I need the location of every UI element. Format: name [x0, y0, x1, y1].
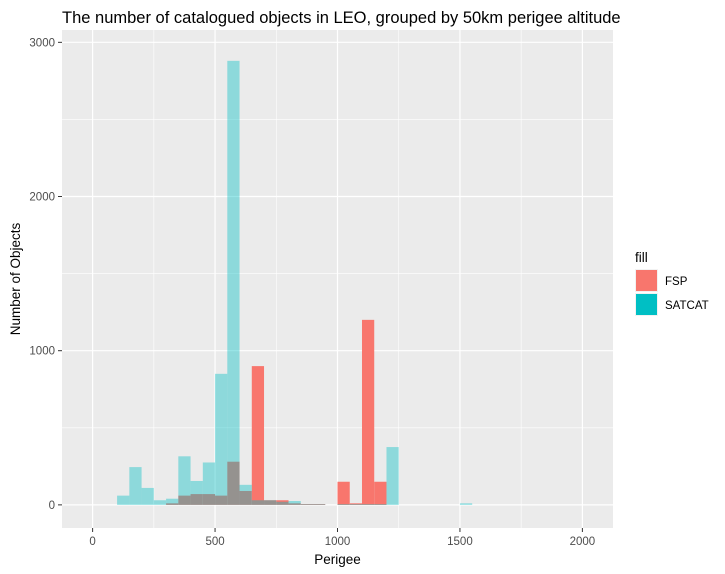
satcat-bar — [178, 456, 191, 505]
satcat-bars — [117, 60, 473, 505]
legend-swatch — [636, 294, 657, 315]
fsp-bar — [374, 481, 387, 505]
satcat-bar — [153, 500, 167, 505]
fsp-bar — [337, 481, 350, 505]
fsp-bar — [227, 461, 240, 505]
legend-label: SATCAT — [665, 300, 709, 312]
x-tick-label: 2000 — [570, 536, 596, 548]
y-tick-label: 2000 — [29, 192, 55, 204]
x-tick-label: 0 — [89, 536, 95, 548]
satcat-bar — [215, 373, 228, 505]
satcat-bar — [202, 462, 216, 505]
legend-swatch — [636, 270, 657, 291]
x-axis: 0 500 1000 1500 2000 — [89, 528, 595, 548]
fsp-bar — [202, 494, 216, 505]
fsp-bar — [313, 504, 326, 505]
satcat-bar — [239, 484, 252, 505]
fsp-bar — [349, 503, 362, 505]
fsp-bar — [276, 500, 289, 505]
satcat-bar — [129, 467, 142, 505]
satcat-bar — [337, 504, 350, 505]
fsp-bar — [251, 366, 265, 505]
satcat-bar — [374, 504, 387, 505]
fsp-bar — [178, 495, 191, 505]
satcat-bar — [313, 504, 326, 505]
x-tick-label: 1000 — [325, 536, 351, 548]
satcat-bar — [349, 504, 362, 505]
satcat-bar — [288, 501, 301, 505]
satcat-bar — [190, 480, 203, 505]
y-tick-label: 1000 — [29, 346, 55, 358]
fsp-bar — [361, 319, 375, 505]
satcat-bar — [117, 495, 130, 505]
legend-title: fill — [635, 250, 648, 265]
x-axis-title: Perigee — [314, 552, 361, 567]
fsp-bar — [239, 490, 252, 505]
y-tick-label: 0 — [49, 500, 55, 512]
satcat-bar — [166, 498, 179, 505]
fsp-bar — [288, 503, 301, 505]
fsp-bar — [264, 500, 277, 505]
chart-title: The number of catalogued objects in LEO,… — [62, 9, 621, 27]
satcat-bar — [386, 447, 399, 505]
fsp-bar — [190, 494, 203, 505]
satcat-bar — [227, 60, 240, 505]
major-gridlines — [62, 30, 613, 528]
y-axis: 0 1000 2000 3000 — [29, 37, 62, 512]
y-tick-label: 3000 — [29, 37, 55, 49]
satcat-bar — [361, 504, 375, 505]
satcat-bar — [264, 500, 277, 505]
x-tick-label: 1500 — [447, 536, 473, 548]
legend: fill FSP SATCAT — [635, 250, 709, 316]
satcat-bar — [459, 503, 473, 505]
fsp-bar — [166, 503, 179, 505]
legend-label: FSP — [665, 276, 688, 288]
fsp-bar — [300, 504, 314, 505]
y-axis-title: Number of Objects — [8, 222, 23, 335]
satcat-bar — [300, 504, 314, 505]
fsp-bars — [166, 319, 387, 505]
legend-items: FSP SATCAT — [635, 269, 709, 316]
x-tick-label: 500 — [205, 536, 224, 548]
satcat-bar — [276, 501, 289, 505]
satcat-bar — [251, 500, 265, 505]
satcat-bar — [141, 487, 154, 505]
fsp-bar — [215, 495, 228, 505]
